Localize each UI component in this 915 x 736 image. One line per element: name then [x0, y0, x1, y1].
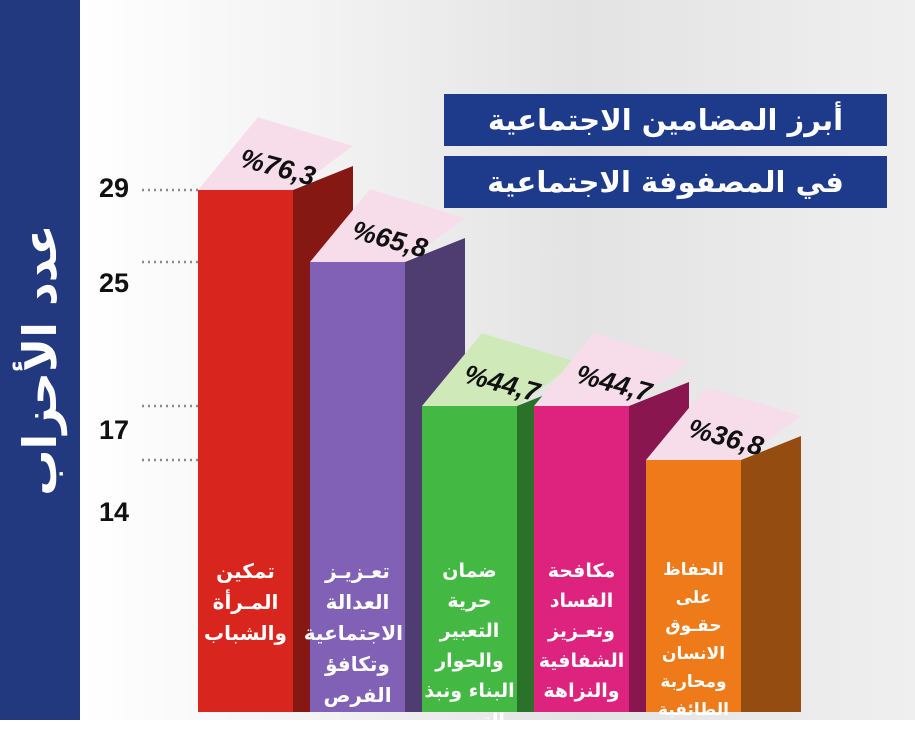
- bar-chart: %76,3%65,8%44,7 %44,7%36,8: [142, 117, 801, 712]
- category-label-5-line-3: الانسان: [661, 644, 726, 664]
- category-label-1: تمكين المـرأة والشباب: [200, 556, 291, 649]
- bar-top-2: [310, 189, 465, 262]
- category-label-4-line-5: والنزاهة: [543, 680, 620, 702]
- category-label-3: ضمان حرية التعبير والحوار البناء ونبذ التعصب: [424, 556, 515, 736]
- category-label-5-line-2: حقـوق: [665, 616, 722, 636]
- bar-top-1: [198, 117, 353, 190]
- category-label-2-line-2: العدالة: [325, 590, 390, 614]
- category-label-5-line-1: الحفاظ على: [663, 560, 724, 608]
- infographic: عدد الأحزاب أبرز المضامين الاجتماعية في …: [0, 0, 915, 720]
- category-label-4-line-4: الشفافية: [538, 650, 625, 672]
- bar-1: [198, 190, 293, 712]
- bar-top-5: [646, 387, 801, 460]
- category-label-4-line-1: مكافحة: [547, 560, 616, 582]
- category-label-3-line-1: ضمان حرية: [442, 560, 497, 612]
- category-label-4: مكافحة الفساد وتعـزيز الشفافية والنزاهة: [536, 556, 627, 706]
- category-label-3-line-2: التعبير: [439, 620, 500, 642]
- y-tick-14: 14: [98, 497, 130, 527]
- y-tick-17: 17: [98, 415, 130, 445]
- category-label-4-line-2: الفساد: [549, 590, 614, 612]
- category-label-1-line-3: والشباب: [204, 621, 287, 645]
- category-label-3-line-4: البناء ونبذ: [424, 680, 515, 702]
- category-label-4-line-3: وتعـزيز: [548, 620, 615, 642]
- bar-2: [310, 262, 405, 712]
- bar-top-4: [534, 333, 689, 406]
- y-tick-29: 29: [98, 173, 130, 203]
- bar-4: [534, 406, 629, 712]
- y-axis-band: عدد الأحزاب: [0, 0, 80, 720]
- category-label-2-line-1: تعـزيـز: [325, 559, 390, 583]
- bar-top-3: [422, 333, 577, 406]
- category-label-1-line-1: تمكين: [216, 559, 275, 583]
- category-label-2: تعـزيـز العدالة الاجتماعية وتكافؤ الفرص: [303, 556, 403, 711]
- category-label-3-line-3: والحوار: [435, 650, 504, 672]
- chart-title-line-2: في المصفوفة الاجتماعية: [444, 156, 887, 208]
- category-label-5-line-4: ومحاربة: [660, 672, 727, 692]
- category-label-2-line-5: الفرص: [323, 683, 392, 707]
- y-tick-25: 25: [98, 268, 130, 298]
- category-label-5: الحفاظ على حقـوق الانسان ومحاربة الطائفية: [648, 556, 739, 724]
- category-label-2-line-3: الاجتماعية: [303, 621, 403, 645]
- category-label-2-line-4: وتكافؤ: [325, 652, 390, 676]
- bar-5: [646, 460, 741, 712]
- bar-3: [422, 406, 517, 712]
- category-label-5-line-5: الطائفية: [657, 700, 730, 720]
- category-label-3-line-5: التعصب: [434, 710, 505, 732]
- category-label-1-line-2: المـرأة: [212, 590, 279, 614]
- bar-side-5: [741, 436, 801, 712]
- chart-title-line-1: أبرز المضامين الاجتماعية: [444, 94, 887, 146]
